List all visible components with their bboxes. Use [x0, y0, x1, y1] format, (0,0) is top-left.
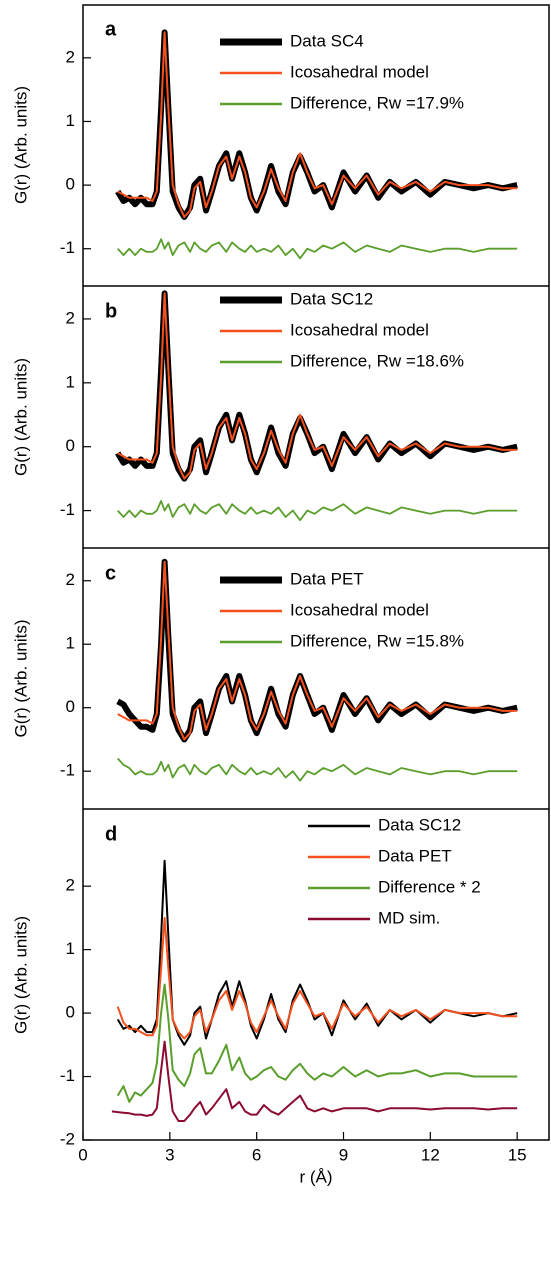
x-tick-label: 9 [339, 1145, 348, 1164]
legend-label: Data SC12 [378, 815, 461, 834]
legend-label: Difference * 2 [378, 877, 481, 896]
y-tick-label: 0 [66, 697, 75, 716]
y-tick-label: 2 [66, 47, 75, 66]
y-tick-label: 0 [66, 1003, 75, 1022]
y-tick-label: 1 [66, 111, 75, 130]
series-line [117, 238, 518, 260]
y-axis-label: G(r) (Arb. units) [11, 358, 30, 476]
series-line [111, 1040, 518, 1122]
legend-label: Difference, Rw =18.6% [290, 351, 464, 370]
legend-label: Data PET [378, 846, 452, 865]
x-axis-label: r (Å) [299, 1167, 332, 1186]
y-axis-label: G(r) (Arb. units) [11, 619, 30, 737]
y-axis-label: G(r) (Arb. units) [11, 86, 30, 204]
series-line [116, 859, 518, 1046]
series-line [117, 560, 518, 741]
x-tick-label: 15 [508, 1145, 527, 1164]
panel-label: b [105, 300, 117, 322]
y-tick-label: -1 [60, 238, 75, 257]
legend-label: Icosahedral model [290, 62, 429, 81]
y-tick-label: 0 [66, 436, 75, 455]
y-tick-label: 2 [66, 876, 75, 895]
legend-label: MD sim. [378, 908, 440, 927]
frame [82, 4, 550, 1141]
y-tick-label: -1 [60, 761, 75, 780]
series-line [116, 983, 518, 1103]
series-line [117, 292, 518, 480]
legend-label: Icosahedral model [290, 320, 429, 339]
x-tick-label: 6 [252, 1145, 261, 1164]
legend-label: Icosahedral model [290, 600, 429, 619]
y-tick-label: -1 [60, 1066, 75, 1085]
panel-label: a [105, 18, 117, 40]
y-tick-label: 2 [66, 570, 75, 589]
legend-label: Data SC4 [290, 31, 364, 50]
y-tick-label: 1 [66, 372, 75, 391]
y-tick-label: 1 [66, 939, 75, 958]
panel-label: c [105, 562, 116, 584]
legend-label: Data SC12 [290, 289, 373, 308]
y-tick-label: 2 [66, 308, 75, 327]
y-tick-label: 0 [66, 175, 75, 194]
y-tick-label: -2 [60, 1129, 75, 1148]
x-tick-label: 0 [78, 1145, 87, 1164]
x-tick-label: 12 [421, 1145, 440, 1164]
series-line [116, 916, 518, 1040]
y-tick-label: -1 [60, 500, 75, 519]
panel-label: d [105, 823, 117, 845]
y-axis-label: G(r) (Arb. units) [11, 916, 30, 1034]
x-tick-label: 3 [165, 1145, 174, 1164]
series-line [115, 29, 518, 220]
series-line [117, 757, 518, 782]
y-tick-label: 1 [66, 634, 75, 653]
legend-label: Difference, Rw =15.8% [290, 631, 464, 650]
series-line [117, 500, 518, 522]
series-line [117, 31, 518, 218]
legend-label: Difference, Rw =17.9% [290, 93, 464, 112]
legend-label: Data PET [290, 569, 364, 588]
